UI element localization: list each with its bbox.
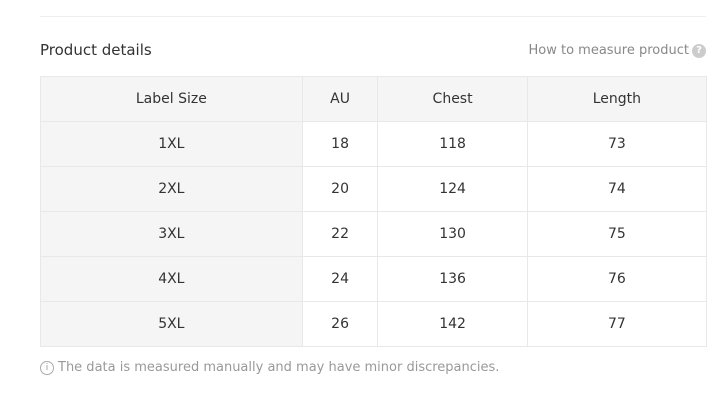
table-cell: 22 [301,211,379,257]
table-row: 1XL 18 118 73 [40,121,708,167]
table-row: 2XL 20 124 74 [40,166,708,212]
table-cell: 1XL [40,121,303,167]
disclaimer-note: i The data is measured manually and may … [40,360,499,375]
disclaimer-text: The data is measured manually and may ha… [58,360,500,375]
table-cell: 76 [526,256,708,302]
table-cell: 142 [377,301,528,347]
table-cell: 118 [377,121,528,167]
size-table: Label Size AU Chest Length 1XL 18 118 73 2XL… [40,76,708,347]
table-cell: 26 [301,301,379,347]
table-header-row: Label Size AU Chest Length [40,76,708,122]
table-cell: 136 [377,256,528,302]
section-title: Product details [40,41,152,59]
column-header: Length [526,76,708,122]
table-cell: 130 [377,211,528,257]
table-row: 3XL 22 130 75 [40,211,708,257]
column-header: AU [301,76,379,122]
table-cell: 20 [301,166,379,212]
table-cell: 2XL [40,166,303,212]
column-header: Label Size [40,76,303,122]
table-row: 5XL 26 142 77 [40,301,708,347]
how-to-measure-link[interactable]: How to measure product ? [528,43,706,58]
table-cell: 73 [526,121,708,167]
table-cell: 75 [526,211,708,257]
table-cell: 4XL [40,256,303,302]
table-cell: 24 [301,256,379,302]
top-divider [40,16,706,17]
table-cell: 74 [526,166,708,212]
table-cell: 124 [377,166,528,212]
how-to-measure-label: How to measure product [528,43,689,58]
question-icon: ? [692,43,706,58]
table-cell: 3XL [40,211,303,257]
table-row: 4XL 24 136 76 [40,256,708,302]
column-header: Chest [377,76,528,122]
table-cell: 77 [526,301,708,347]
info-icon: i [40,360,54,375]
table-cell: 5XL [40,301,303,347]
table-cell: 18 [301,121,379,167]
